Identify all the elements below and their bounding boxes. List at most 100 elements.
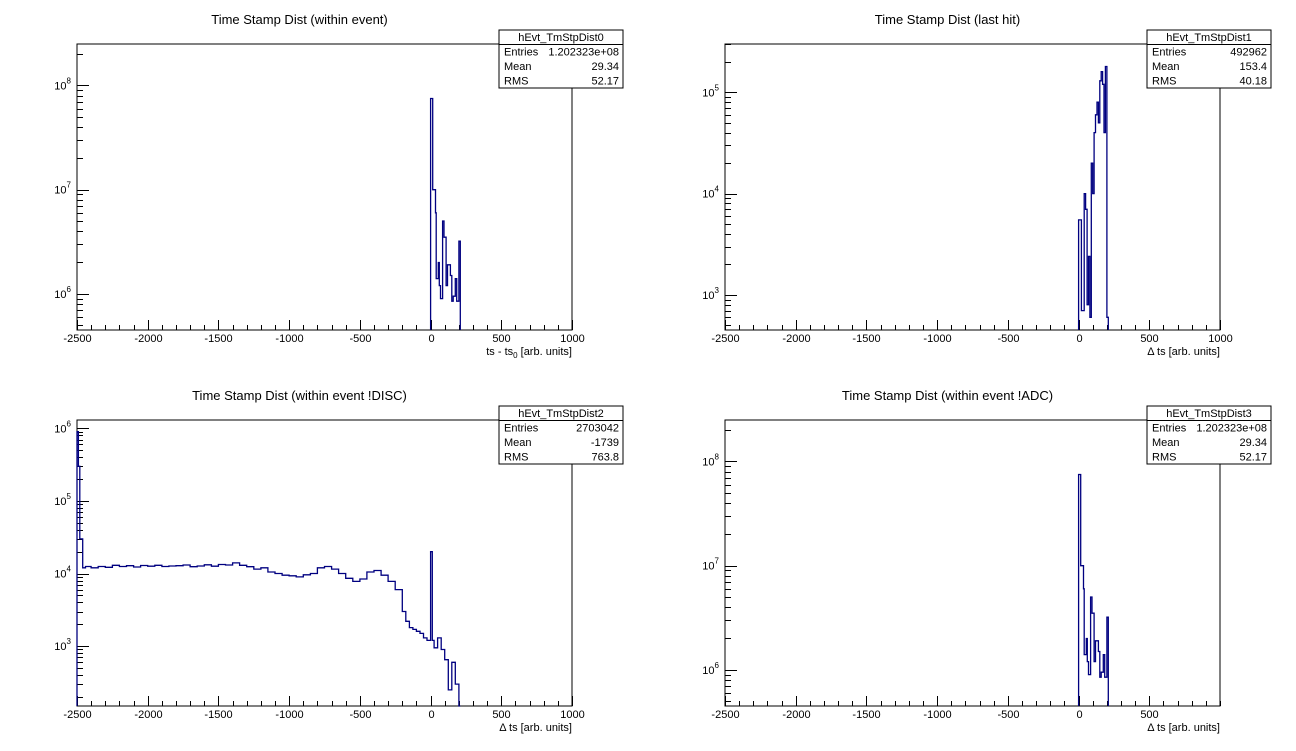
x-axis-label-sub: 0 — [513, 351, 518, 360]
y-tick-label: 106 — [54, 285, 71, 301]
x-tick-label: -2500 — [63, 333, 91, 345]
x-tick-label: -2000 — [134, 333, 162, 345]
y-tick-label: 104 — [54, 565, 71, 581]
x-tick-label: -2500 — [63, 709, 91, 721]
stats-value: 763.8 — [591, 452, 619, 464]
x-tick-label: -1000 — [923, 333, 951, 345]
stats-label: RMS — [1152, 76, 1176, 88]
stats-value: 29.34 — [1239, 437, 1267, 449]
stats-box — [1146, 29, 1272, 89]
chart-title: Time Stamp Dist (within event !DISC) — [192, 388, 407, 403]
y-tick-base: 10 — [702, 87, 714, 99]
plot-frame — [76, 419, 573, 707]
x-tick-label: -1500 — [852, 709, 880, 721]
y-minor-ticks — [77, 54, 89, 326]
x-tick-label: -1500 — [204, 709, 232, 721]
histogram-series-0 — [1077, 65, 1109, 330]
stats-title: hEvt_TmStpDist2 — [518, 408, 604, 420]
y-tick-exponent: 7 — [715, 557, 720, 566]
stats-label: Entries — [504, 423, 539, 435]
y-tick-exponent: 3 — [715, 286, 720, 295]
y-tick-label: 103 — [54, 637, 71, 653]
stats-label: Mean — [1152, 61, 1180, 73]
plot-frame — [724, 43, 1221, 331]
y-tick-label: 106 — [702, 661, 719, 677]
y-tick-label: 106 — [54, 419, 71, 435]
y-tick-exponent: 6 — [715, 661, 720, 670]
x-tick-label: -500 — [349, 333, 371, 345]
y-tick-base: 10 — [54, 80, 66, 92]
y-tick-base: 10 — [702, 189, 714, 201]
y-tick-exponent: 3 — [67, 637, 72, 646]
plot-frame — [76, 43, 573, 331]
x-tick-label: 0 — [428, 333, 434, 345]
x-tick-label: -500 — [349, 709, 371, 721]
plot-frame — [724, 419, 1221, 707]
stats-box — [498, 29, 624, 89]
x-minor-ticks — [77, 325, 573, 330]
y-tick-label: 104 — [702, 185, 719, 201]
y-tick-exponent: 8 — [67, 76, 72, 85]
x-tick-label: 1000 — [1208, 333, 1232, 345]
y-tick-label: 107 — [702, 557, 719, 573]
stats-value: 52.17 — [591, 76, 619, 88]
stats-value: 29.34 — [591, 61, 619, 73]
pad-p3: Time Stamp Dist (within event !ADC) -2500… — [702, 388, 1272, 734]
x-tick-label: 500 — [492, 333, 510, 345]
y-tick-label: 105 — [54, 492, 71, 508]
stats-value: 153.4 — [1239, 61, 1267, 73]
y-tick-exponent: 6 — [67, 419, 72, 428]
y-minor-ticks — [725, 44, 737, 326]
y-tick-label: 105 — [702, 83, 719, 99]
pad-p0: Time Stamp Dist (within event) -2500 -2000… — [54, 12, 624, 360]
stats-label: Entries — [1152, 423, 1187, 435]
x-axis-label-main: ts - ts — [486, 346, 513, 358]
x-tick-label: 0 — [1076, 709, 1082, 721]
stats-box — [498, 405, 624, 465]
x-tick-label: 0 — [428, 709, 434, 721]
x-tick-label: -1000 — [275, 709, 303, 721]
x-minor-ticks — [725, 325, 1221, 330]
y-tick-exponent: 5 — [67, 492, 72, 501]
chart-title: Time Stamp Dist (last hit) — [875, 12, 1020, 27]
x-tick-label: -1000 — [923, 709, 951, 721]
y-tick-exponent: 7 — [67, 181, 72, 190]
y-tick-base: 10 — [702, 561, 714, 573]
x-tick-label: 500 — [492, 709, 510, 721]
stats-title: hEvt_TmStpDist0 — [518, 32, 604, 44]
x-tick-label: -2500 — [711, 333, 739, 345]
pad-p1: Time Stamp Dist (last hit) -2500 -2000 -150… — [702, 12, 1272, 358]
stats-value: 1.202323e+08 — [1196, 423, 1267, 435]
y-tick-exponent: 5 — [715, 83, 720, 92]
y-tick-base: 10 — [702, 290, 714, 302]
y-tick-base: 10 — [54, 289, 66, 301]
y-tick-label: 108 — [54, 76, 71, 92]
stats-value: 2703042 — [576, 423, 619, 435]
pad-p2: Time Stamp Dist (within event !DISC) -250… — [54, 388, 624, 734]
histogram-series-0 — [429, 97, 461, 330]
y-tick-base: 10 — [702, 456, 714, 468]
y-tick-base: 10 — [54, 185, 66, 197]
x-tick-label: -500 — [997, 709, 1019, 721]
x-tick-label: 1000 — [560, 709, 584, 721]
y-tick-exponent: 6 — [67, 285, 72, 294]
stats-label: Entries — [504, 47, 539, 59]
y-minor-ticks — [725, 430, 737, 702]
x-axis-label: Δ ts [arb. units] — [1147, 722, 1220, 734]
x-tick-label: -2000 — [134, 709, 162, 721]
x-axis-label: ts - ts0 [arb. units] — [486, 346, 572, 360]
y-tick-label: 107 — [54, 181, 71, 197]
stats-title: hEvt_TmStpDist1 — [1166, 32, 1252, 44]
stats-label: RMS — [504, 76, 528, 88]
x-axis-label-tail: [arb. units] — [518, 346, 572, 358]
x-tick-label: 1000 — [560, 333, 584, 345]
stats-label: RMS — [504, 452, 528, 464]
x-tick-label: -2000 — [782, 709, 810, 721]
chart-title: Time Stamp Dist (within event !ADC) — [842, 388, 1053, 403]
stats-value: 1.202323e+08 — [548, 47, 619, 59]
stats-value: 40.18 — [1239, 76, 1267, 88]
x-minor-ticks — [77, 701, 573, 706]
y-tick-label: 103 — [702, 286, 719, 302]
stats-label: Mean — [504, 437, 532, 449]
